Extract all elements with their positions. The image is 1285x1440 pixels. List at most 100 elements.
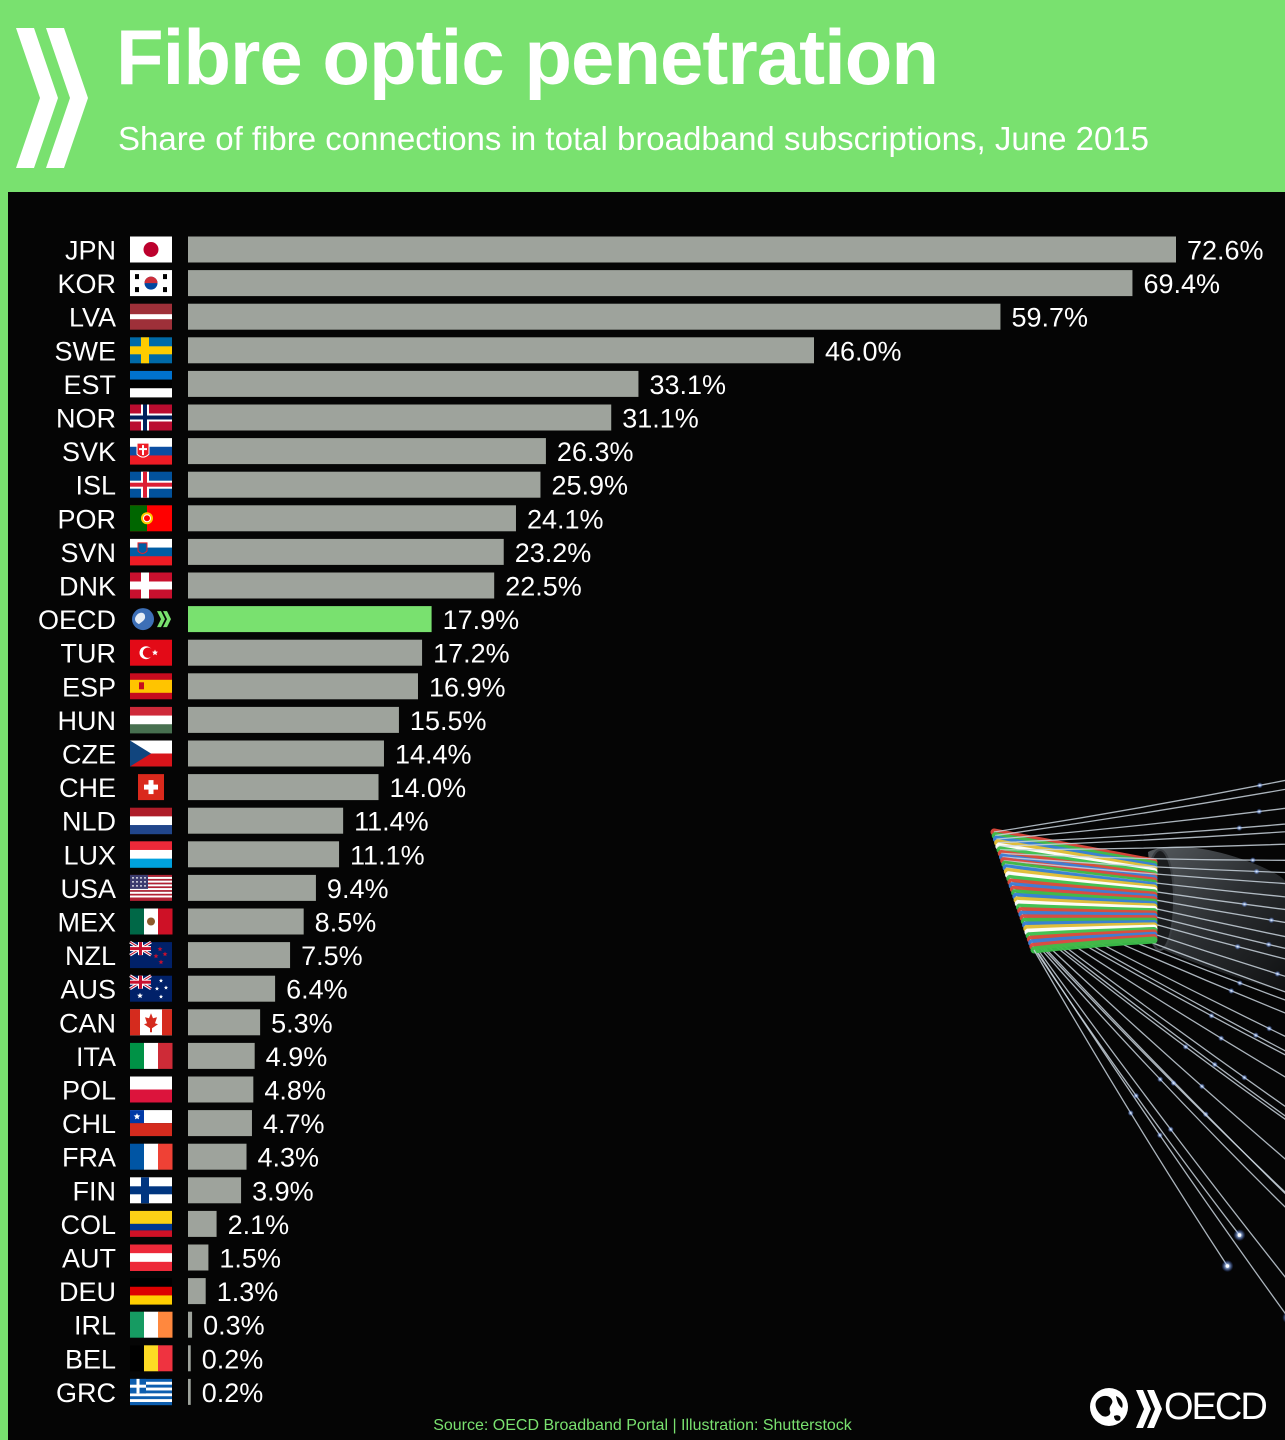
country-label-isl: ISL bbox=[75, 471, 116, 501]
value-label-lva: 59.7% bbox=[1011, 303, 1088, 333]
country-label-cze: CZE bbox=[62, 740, 116, 770]
country-label-mex: MEX bbox=[57, 908, 116, 938]
country-label-nld: NLD bbox=[62, 807, 116, 837]
flag-chl-icon bbox=[130, 1110, 172, 1137]
flag-mex-icon bbox=[130, 908, 173, 935]
bar-che bbox=[188, 774, 379, 801]
country-label-nzl: NZL bbox=[65, 941, 116, 971]
bar-col bbox=[188, 1210, 217, 1237]
value-label-aus: 6.4% bbox=[286, 975, 348, 1005]
country-label-pol: POL bbox=[62, 1076, 116, 1106]
flag-jpn-icon bbox=[130, 236, 172, 263]
value-label-svn: 23.2% bbox=[515, 538, 592, 568]
value-label-lux: 11.1% bbox=[350, 840, 425, 870]
value-label-aut: 1.5% bbox=[219, 1244, 281, 1274]
value-label-oecd: 17.9% bbox=[443, 605, 520, 635]
flag-oecd-icon bbox=[132, 608, 171, 631]
value-label-usa: 9.4% bbox=[327, 874, 389, 904]
value-label-dnk: 22.5% bbox=[505, 572, 582, 602]
bar-est bbox=[188, 370, 639, 397]
flag-usa-icon bbox=[130, 874, 172, 901]
value-label-irl: 0.3% bbox=[203, 1311, 265, 1341]
bar-mex bbox=[188, 908, 304, 935]
bar-oecd bbox=[188, 606, 432, 633]
flag-cze-icon bbox=[130, 740, 172, 767]
country-label-hun: HUN bbox=[58, 706, 117, 736]
value-label-chl: 4.7% bbox=[263, 1109, 325, 1139]
bar-tur bbox=[188, 639, 423, 666]
country-label-chl: CHL bbox=[62, 1109, 116, 1139]
flag-deu-icon bbox=[130, 1278, 172, 1305]
flag-fra-icon bbox=[130, 1143, 173, 1170]
country-label-dnk: DNK bbox=[59, 572, 116, 602]
flag-est-icon bbox=[130, 370, 172, 398]
flag-svk-icon bbox=[130, 438, 172, 465]
chart-panel: JPN 72.6% KOR 69.4% LVA 59.7% SWE 46.0% EST 33.1%… bbox=[8, 192, 1285, 1440]
bar-usa bbox=[188, 874, 316, 901]
bar-nzl bbox=[188, 942, 291, 969]
flag-nld-icon bbox=[130, 807, 172, 835]
bar-fra bbox=[188, 1143, 247, 1170]
oecd-chevrons-icon bbox=[16, 28, 88, 168]
flag-fin-icon bbox=[130, 1177, 172, 1204]
country-label-che: CHE bbox=[59, 773, 116, 803]
country-label-col: COL bbox=[60, 1210, 116, 1240]
bar-nld bbox=[188, 807, 344, 834]
country-label-fin: FIN bbox=[73, 1176, 117, 1206]
bar-fin bbox=[188, 1177, 242, 1204]
bar-cze bbox=[188, 740, 384, 767]
value-label-nzl: 7.5% bbox=[301, 941, 363, 971]
country-label-esp: ESP bbox=[62, 672, 116, 702]
flag-esp-icon bbox=[130, 673, 172, 700]
value-label-hun: 15.5% bbox=[410, 706, 487, 736]
bar-isl bbox=[188, 471, 541, 498]
source-note: Source: OECD Broadband Portal | Illustra… bbox=[433, 1417, 852, 1434]
value-label-grc: 0.2% bbox=[202, 1378, 264, 1408]
bar-grc bbox=[188, 1378, 191, 1405]
flag-tur-icon bbox=[130, 639, 172, 666]
country-label-lva: LVA bbox=[69, 303, 116, 333]
bar-chart: JPN 72.6% KOR 69.4% LVA 59.7% SWE 46.0% EST 33.1%… bbox=[38, 236, 1285, 1408]
country-label-deu: DEU bbox=[59, 1277, 116, 1307]
country-label-oecd: OECD bbox=[38, 605, 116, 635]
country-label-nor: NOR bbox=[56, 404, 116, 434]
country-label-usa: USA bbox=[60, 874, 116, 904]
flag-svn-icon bbox=[130, 538, 172, 566]
value-label-mex: 8.5% bbox=[315, 908, 377, 938]
country-label-jpn: JPN bbox=[65, 236, 116, 266]
value-label-pol: 4.8% bbox=[264, 1076, 326, 1106]
page-title: Fibre optic penetration bbox=[116, 13, 939, 101]
value-label-swe: 46.0% bbox=[825, 336, 902, 366]
bar-irl bbox=[188, 1311, 193, 1338]
bar-hun bbox=[188, 706, 399, 733]
value-label-bel: 0.2% bbox=[202, 1344, 264, 1374]
flag-lva-icon bbox=[130, 303, 172, 330]
bar-chl bbox=[188, 1110, 252, 1137]
country-label-fra: FRA bbox=[62, 1143, 116, 1173]
bar-lva bbox=[188, 303, 1001, 330]
bar-svn bbox=[188, 538, 504, 565]
bar-aus bbox=[188, 975, 276, 1002]
bar-por bbox=[188, 505, 516, 532]
bar-lux bbox=[188, 841, 340, 868]
country-label-bel: BEL bbox=[65, 1344, 116, 1374]
flag-isl-icon bbox=[130, 471, 172, 498]
value-label-fin: 3.9% bbox=[252, 1176, 314, 1206]
country-label-tur: TUR bbox=[61, 639, 117, 669]
flag-pol-icon bbox=[130, 1076, 172, 1103]
bar-jpn bbox=[188, 236, 1176, 263]
flag-nzl-icon bbox=[129, 940, 172, 969]
country-label-aus: AUS bbox=[60, 975, 116, 1005]
header-banner: Fibre optic penetration Share of fibre c… bbox=[0, 0, 1285, 192]
flag-can-icon bbox=[130, 1009, 172, 1036]
value-label-che: 14.0% bbox=[390, 773, 467, 803]
value-label-jpn: 72.6% bbox=[1187, 236, 1264, 266]
value-label-nor: 31.1% bbox=[622, 404, 699, 434]
flag-por-icon bbox=[130, 505, 172, 532]
value-label-fra: 4.3% bbox=[258, 1143, 320, 1173]
value-label-kor: 69.4% bbox=[1143, 269, 1220, 299]
value-label-cze: 14.4% bbox=[395, 740, 472, 770]
flag-che-icon bbox=[138, 774, 164, 801]
value-label-nld: 11.4% bbox=[354, 807, 429, 837]
